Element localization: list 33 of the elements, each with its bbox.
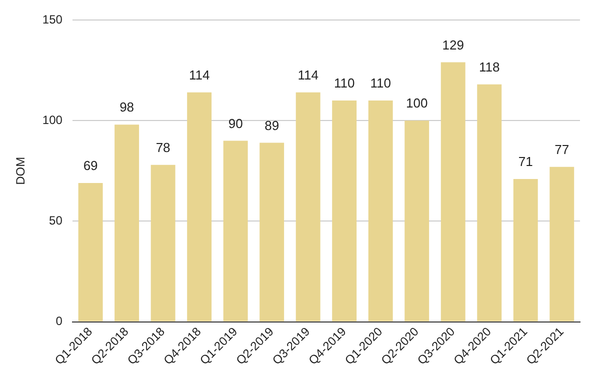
data-label: 114: [188, 68, 210, 83]
data-label: 114: [298, 68, 318, 83]
bar: [477, 84, 502, 322]
y-tick-label: 100: [42, 112, 63, 127]
bar: [78, 182, 103, 322]
bar: [150, 164, 176, 322]
data-label: 69: [83, 158, 98, 174]
data-label: 71: [518, 154, 533, 170]
y-tick-label: 50: [49, 214, 63, 228]
bar: [187, 92, 212, 322]
data-label: 78: [156, 140, 170, 155]
bar: [332, 100, 357, 322]
data-label: 98: [120, 100, 134, 115]
bar: [404, 120, 430, 322]
data-label: 77: [554, 142, 570, 157]
bar: [368, 100, 393, 322]
bar: [296, 92, 320, 322]
y-tick-label: 150: [42, 12, 63, 26]
bar: [550, 166, 574, 322]
y-axis-title: DOM: [14, 156, 28, 185]
data-label: 110: [334, 76, 355, 91]
data-label: 100: [406, 96, 428, 111]
data-label: 129: [442, 37, 464, 52]
bar: [440, 62, 466, 322]
y-tick-label: 0: [56, 314, 63, 328]
data-label: 110: [370, 76, 391, 91]
data-label: 90: [228, 116, 243, 131]
bar: [260, 142, 284, 322]
data-label: 89: [264, 118, 280, 133]
bar: [223, 140, 248, 322]
bar: [114, 124, 140, 322]
data-label: 118: [478, 59, 500, 74]
bar: [513, 178, 538, 322]
